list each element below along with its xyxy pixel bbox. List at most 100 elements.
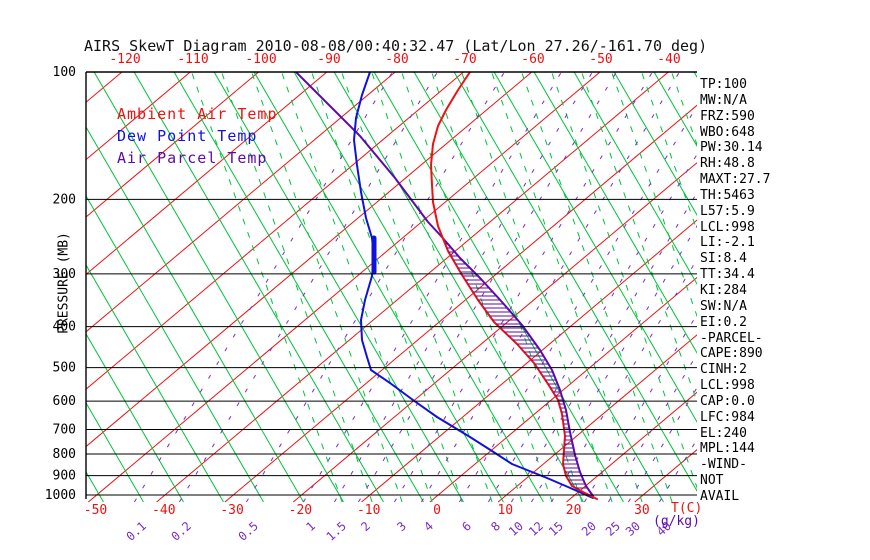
mixing-ratio-tick-label: 4 (421, 519, 436, 534)
isotherm-line (429, 276, 697, 503)
stat-row: LCL:998 (700, 219, 755, 235)
dry-adiabat-line (573, 72, 697, 285)
mixing-ratio-line (458, 105, 697, 503)
stat-row: FRZ:590 (700, 108, 755, 124)
stat-row: AVAIL (700, 488, 740, 504)
pressure-tick-label: 1000 (45, 488, 76, 503)
stat-row: EI:0.2 (700, 314, 747, 330)
mixing-ratio-tick-label: 1 (303, 519, 318, 534)
moist-adiabat-line (281, 72, 433, 503)
bottom-temp-tick-label: -20 (289, 503, 312, 518)
isotherm-line (0, 72, 54, 502)
bottom-temp-tick-label: -30 (220, 503, 243, 518)
bottom-temp-tick-label: 30 (634, 503, 650, 518)
dry-adiabat-line (173, 72, 424, 503)
top-temp-tick-label: -110 (177, 52, 208, 67)
dry-adiabat-line (453, 72, 697, 492)
stat-row: WBO:648 (700, 124, 755, 140)
dry-adiabat-line (86, 332, 184, 503)
stat-row: NOT (700, 473, 724, 489)
mixing-ratio-line (133, 72, 393, 503)
pressure-tick-label: 200 (53, 192, 76, 207)
cape-hatch (445, 243, 588, 489)
top-temp-tick-label: -70 (453, 52, 476, 67)
pressure-tick-label: 700 (53, 422, 76, 437)
isotherm-line (86, 72, 464, 390)
mixing-ratio-line (530, 225, 697, 503)
pressure-tick-label: 500 (53, 361, 76, 376)
isotherm-line (86, 72, 259, 218)
mixing-ratio-line (583, 313, 697, 503)
stat-row: L57:5.9 (700, 203, 755, 219)
moist-adiabat-line (461, 72, 613, 503)
bottom-temp-tick-label: -40 (152, 503, 175, 518)
top-temp-tick-label: -50 (589, 52, 612, 67)
moist-adiabat-line (401, 72, 553, 503)
dry-adiabat-line (86, 263, 224, 503)
dry-adiabat-line (653, 72, 697, 147)
moist-adiabat-line (671, 72, 697, 147)
dry-adiabat-line (533, 72, 697, 354)
stat-row: TH:5463 (700, 187, 755, 203)
mixing-ratio-tick-label: 6 (459, 519, 474, 534)
dry-adiabat-line (333, 72, 584, 503)
legend-dew-point-temp: Dew Point Temp (117, 127, 258, 145)
dry-adiabat-line (613, 72, 697, 216)
dry-adiabat-line (373, 72, 624, 503)
dry-adiabat-line (86, 126, 304, 503)
plot-lines (0, 72, 697, 503)
moist-adiabat-line (551, 72, 697, 489)
top-temp-tick-label: -60 (521, 52, 544, 67)
stat-row: LCL:998 (700, 378, 755, 394)
temp-axis-unit-label: T(C) (671, 501, 703, 516)
stat-row: MW:N/A (700, 92, 747, 108)
mixing-ratio-line (487, 153, 697, 503)
pressure-tick-label: 600 (53, 394, 76, 409)
top-temp-tick-label: -40 (657, 52, 680, 67)
top-temp-tick-label: -120 (109, 52, 140, 67)
mixing-ratio-line (550, 258, 697, 503)
dry-adiabat-line (93, 72, 344, 503)
mixing-ratio-tick-label: 0.2 (169, 519, 194, 544)
isotherm-line (86, 72, 191, 161)
pressure-tick-label: 400 (53, 320, 76, 335)
mixing-ratio-line (245, 72, 505, 503)
dry-adiabat-line (253, 72, 504, 503)
stat-row: EL:240 (700, 425, 747, 441)
moist-adiabat-line (491, 72, 643, 503)
moist-adiabat-line (581, 72, 697, 404)
mixing-ratio-line (178, 72, 438, 503)
dry-adiabat-line (86, 401, 144, 503)
dry-adiabat-line (86, 470, 104, 503)
stat-row: CINH:2 (700, 362, 747, 378)
pressure-tick-label: 300 (53, 267, 76, 282)
top-temp-tick-label: -80 (385, 52, 408, 67)
bottom-temp-tick-label: 10 (497, 503, 513, 518)
mixing-ratio-line (420, 72, 680, 503)
mixing-ratio-tick-label: 2 (358, 519, 373, 534)
stat-row: LFC:984 (700, 409, 755, 425)
mixing-ratio-tick-label: 1.5 (324, 519, 349, 544)
moist-adiabat-line (521, 72, 673, 503)
page-title: AIRS SkewT Diagram 2010-08-08/00:40:32.4… (84, 37, 708, 55)
mixing-ratio-tick-label: 3 (394, 519, 409, 534)
mixing-ratio-tick-label: 30 (623, 519, 643, 539)
bottom-temp-tick-label: -10 (357, 503, 380, 518)
moist-adiabat-line (221, 72, 373, 503)
stat-row: SW:N/A (700, 298, 747, 314)
mixing-ratio-line (607, 353, 697, 503)
dry-adiabat-line (213, 72, 464, 503)
dry-adiabat-line (133, 72, 384, 503)
mixing-ratio-tick-label: 20 (579, 519, 599, 539)
legend-air-parcel-temp: Air Parcel Temp (117, 149, 268, 167)
mixing-ratio-line (393, 72, 653, 503)
stat-row: TP:100 (700, 77, 747, 92)
mixing-ratio-line (627, 386, 697, 503)
pressure-tick-label: 100 (53, 65, 76, 80)
stat-row: -WIND- (700, 457, 747, 473)
dry-adiabat-line (293, 72, 544, 503)
mixing-ratio-tick-label: 25 (603, 519, 623, 539)
mixing-ratio-unit-label: (g/kg) (653, 514, 700, 529)
stats-panel: TP:100 MW:N/A FRZ:590 WBO:648 PW:30.14 RH:48.… (700, 77, 870, 505)
